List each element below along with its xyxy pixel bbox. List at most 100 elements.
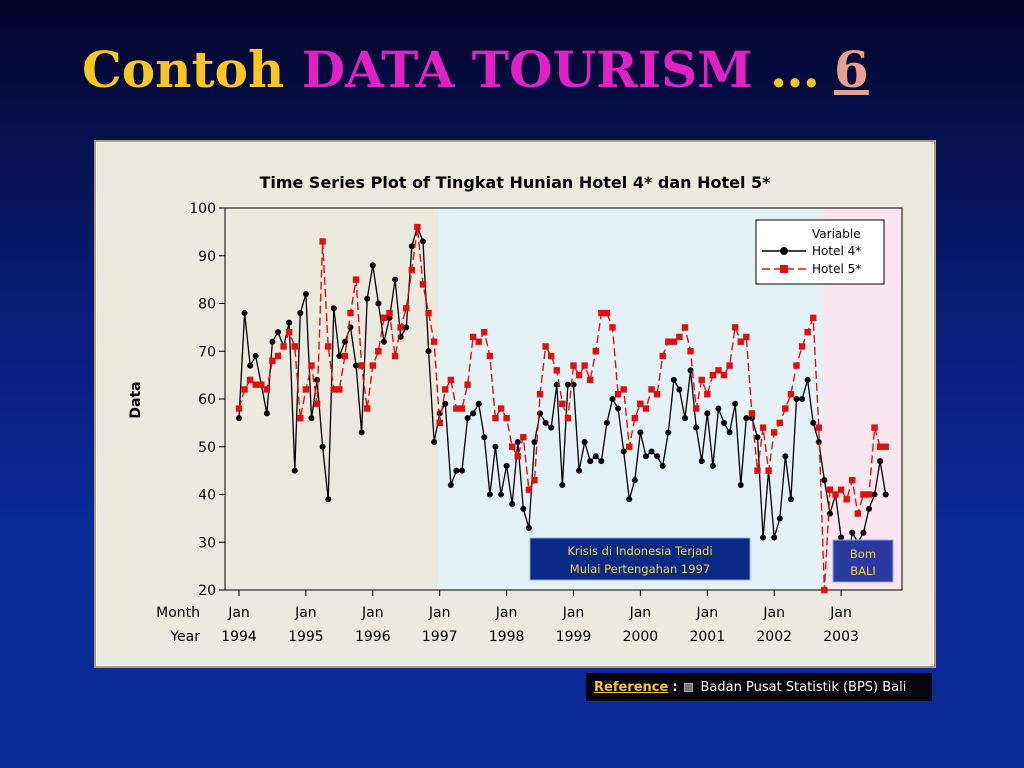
x-tick-year-label: 1994 bbox=[221, 629, 257, 645]
data-point bbox=[659, 352, 666, 360]
data-point bbox=[721, 419, 728, 426]
data-point bbox=[414, 223, 421, 231]
data-point bbox=[642, 453, 649, 460]
data-point bbox=[754, 434, 761, 441]
data-point bbox=[542, 343, 549, 350]
data-point bbox=[871, 491, 878, 498]
data-point bbox=[603, 419, 610, 426]
data-point bbox=[815, 438, 822, 445]
data-point bbox=[693, 424, 700, 431]
data-point bbox=[564, 381, 571, 388]
data-point bbox=[720, 371, 728, 379]
data-point bbox=[737, 338, 744, 345]
data-point bbox=[358, 362, 365, 369]
data-point bbox=[626, 496, 633, 503]
data-point bbox=[353, 362, 360, 369]
data-point bbox=[648, 448, 655, 455]
data-point bbox=[771, 429, 778, 436]
data-point bbox=[475, 338, 482, 345]
data-point bbox=[369, 262, 376, 269]
data-point bbox=[620, 448, 627, 455]
data-point bbox=[269, 357, 276, 364]
data-point bbox=[637, 429, 644, 436]
data-point bbox=[670, 376, 677, 383]
data-point bbox=[285, 328, 293, 336]
x-tick-month-label: Jan bbox=[562, 605, 585, 621]
data-point bbox=[659, 462, 666, 469]
series-hotel-5 bbox=[235, 223, 889, 594]
annotation-crisis-line2: Mulai Pertengahan 1997 bbox=[570, 562, 710, 576]
data-point bbox=[731, 324, 739, 331]
title-part-ellipsis: … bbox=[770, 40, 820, 99]
legend: Variable Hotel 4* Hotel 5* bbox=[755, 219, 885, 285]
legend-marker bbox=[780, 265, 788, 273]
data-point bbox=[514, 438, 521, 445]
data-point bbox=[626, 443, 633, 450]
y-axis-label: Data bbox=[128, 381, 144, 418]
data-point bbox=[854, 510, 862, 517]
data-point bbox=[654, 453, 661, 460]
data-point bbox=[286, 319, 293, 326]
x-tick-month-label: Jan bbox=[227, 605, 250, 621]
data-point bbox=[475, 400, 482, 407]
x-tick-year-label: 1995 bbox=[288, 629, 324, 645]
data-point bbox=[453, 467, 460, 474]
y-tick-label: 20 bbox=[198, 583, 216, 599]
data-point bbox=[425, 309, 432, 317]
data-point bbox=[793, 396, 800, 402]
data-point bbox=[737, 481, 744, 488]
data-point bbox=[347, 309, 354, 317]
y-tick-label: 60 bbox=[198, 392, 216, 408]
data-point bbox=[314, 376, 321, 383]
data-point bbox=[614, 391, 622, 398]
x-axis-month-label: Month bbox=[156, 605, 200, 621]
data-point bbox=[759, 424, 767, 431]
data-point bbox=[826, 486, 834, 493]
annotation-crisis-box: Krisis di Indonesia Terjadi Mulai Perten… bbox=[529, 537, 751, 581]
data-point bbox=[871, 424, 878, 431]
data-point bbox=[408, 243, 415, 250]
data-point bbox=[715, 367, 722, 374]
data-point bbox=[771, 534, 778, 541]
x-tick-year-label: 2003 bbox=[823, 629, 859, 645]
data-point bbox=[559, 481, 566, 488]
data-point bbox=[798, 343, 806, 350]
data-point bbox=[375, 348, 382, 355]
chart-title: Time Series Plot of Tingkat Hunian Hotel… bbox=[259, 173, 771, 192]
data-point bbox=[576, 467, 583, 474]
data-point bbox=[263, 410, 270, 417]
title-part-number-link[interactable]: 6 bbox=[834, 40, 869, 99]
x-tick-year-label: 2000 bbox=[623, 629, 659, 645]
square-bullet-icon bbox=[683, 682, 693, 692]
data-point bbox=[598, 458, 605, 465]
y-tick-label: 50 bbox=[198, 440, 216, 456]
data-point bbox=[553, 367, 560, 374]
reference-label[interactable]: Reference bbox=[594, 679, 669, 695]
data-point bbox=[503, 414, 510, 422]
data-point bbox=[269, 338, 276, 345]
data-point bbox=[648, 386, 655, 393]
data-point bbox=[330, 386, 337, 393]
data-point bbox=[275, 329, 282, 336]
data-point bbox=[308, 415, 315, 422]
data-point bbox=[799, 396, 806, 402]
data-point bbox=[776, 515, 783, 522]
annotation-bom-bali-box: Bom BALI bbox=[832, 539, 894, 583]
data-point bbox=[698, 458, 705, 465]
reference-source-text: Badan Pusat Statistik (BPS) Bali bbox=[700, 679, 907, 695]
data-point bbox=[876, 443, 884, 450]
title-part-contoh: Contoh bbox=[82, 40, 285, 99]
annotation-bom-background bbox=[832, 539, 894, 583]
data-point bbox=[520, 434, 527, 441]
data-point bbox=[598, 309, 605, 317]
title-part-data-tourism: DATA TOURISM bbox=[301, 40, 753, 99]
data-point bbox=[810, 314, 817, 322]
data-point bbox=[486, 352, 494, 360]
data-point bbox=[709, 462, 716, 469]
data-point bbox=[325, 496, 332, 503]
data-point bbox=[325, 343, 332, 350]
data-point bbox=[603, 309, 611, 317]
data-point bbox=[464, 381, 471, 388]
data-point bbox=[525, 524, 532, 531]
data-point bbox=[392, 276, 399, 283]
